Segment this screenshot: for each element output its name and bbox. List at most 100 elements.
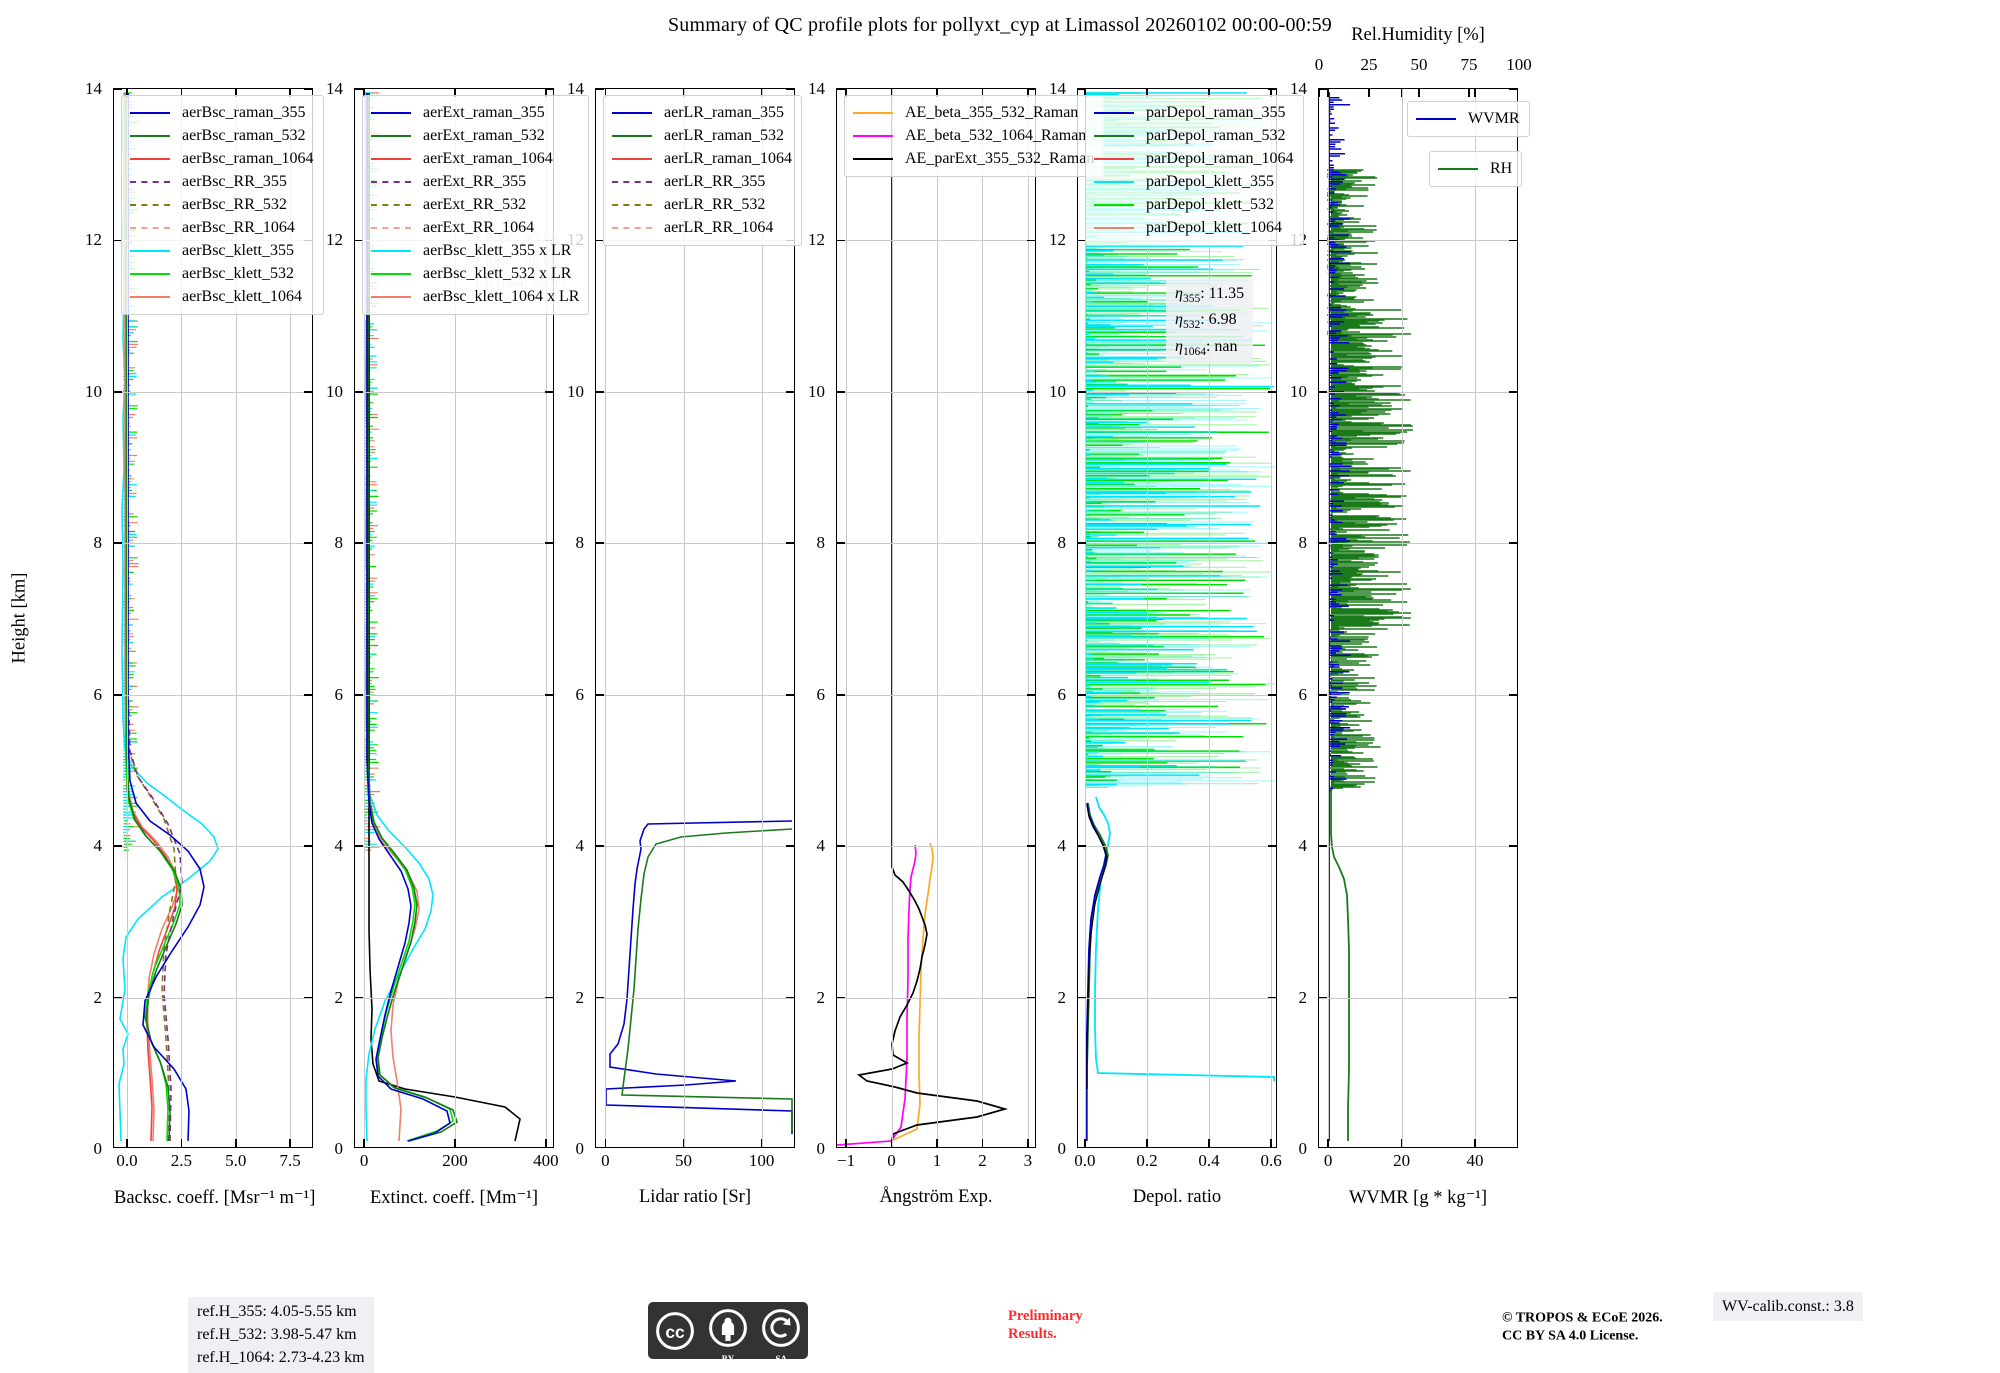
axis-tick xyxy=(760,1139,763,1148)
panel-angstrom[interactable]: AE_beta_355_532_Raman AE_beta_532_1064_Ra… xyxy=(808,79,1105,1207)
axis-tick xyxy=(1509,542,1518,545)
top-x-tick-label: 0 xyxy=(1314,55,1324,74)
legend-wvmr[interactable]: WVMR xyxy=(1407,101,1530,137)
legend-lidar-ratio[interactable]: aerLR_raman_355 aerLR_raman_532 aerLR_rama… xyxy=(603,95,802,246)
panel-extinction[interactable]: aerExt_raman_355 aerExt_raman_532 aerExt_r… xyxy=(326,79,590,1208)
legend-item[interactable]: parDepol_raman_532 xyxy=(1094,124,1294,147)
legend-swatch-icon xyxy=(130,157,170,160)
legend-item[interactable]: parDepol_klett_532 xyxy=(1094,193,1294,216)
legend-item[interactable]: aerLR_RR_355 xyxy=(612,170,792,193)
top-x-tick-label: 25 xyxy=(1360,55,1378,74)
legend-item-label: aerExt_raman_355 xyxy=(423,103,545,121)
legend-angstrom[interactable]: AE_beta_355_532_Raman AE_beta_532_1064_Ra… xyxy=(844,95,1105,177)
legend-item[interactable]: aerExt_RR_532 xyxy=(371,193,579,216)
axis-tick xyxy=(126,1139,128,1148)
gridline-vertical xyxy=(761,89,763,1147)
legend-item[interactable]: aerExt_raman_532 xyxy=(371,124,579,147)
axis-tick xyxy=(1208,1139,1210,1148)
gridline-vertical xyxy=(605,89,607,1147)
axis-tick xyxy=(786,845,795,847)
legend-item[interactable]: aerLR_raman_355 xyxy=(612,101,792,124)
legend-item[interactable]: aerLR_raman_532 xyxy=(612,124,792,147)
legend-swatch-icon xyxy=(853,134,893,137)
legend-item[interactable]: aerExt_RR_1064 xyxy=(371,216,579,239)
panel-backscatter[interactable]: aerBsc_raman_355 aerBsc_raman_532 aerBsc_r… xyxy=(85,79,324,1208)
legend-item-label: parDepol_raman_532 xyxy=(1146,126,1286,144)
legend-extinction[interactable]: aerExt_raman_355 aerExt_raman_532 aerExt_r… xyxy=(362,95,590,315)
axis-tick xyxy=(836,1146,845,1149)
axis-tick xyxy=(836,542,845,545)
legend-item[interactable]: AE_beta_532_1064_Raman xyxy=(853,124,1094,147)
cc-license-badge[interactable]: cc BY SA xyxy=(648,1302,808,1364)
legend-item[interactable]: aerBsc_raman_355 xyxy=(130,101,314,124)
y-tick-label: 14 xyxy=(326,79,343,98)
y-tick-label: 2 xyxy=(816,987,826,1007)
legend-backscatter[interactable]: aerBsc_raman_355 aerBsc_raman_532 aerBsc_r… xyxy=(121,95,324,315)
panel-lidar-ratio[interactable]: aerLR_raman_355 aerLR_raman_532 aerLR_rama… xyxy=(567,79,802,1207)
legend-item[interactable]: aerExt_raman_1064 xyxy=(371,147,579,170)
legend-item[interactable]: parDepol_klett_1064 xyxy=(1094,216,1294,239)
axis-tick xyxy=(126,88,128,97)
legend-item[interactable]: aerBsc_klett_1064 x LR xyxy=(371,285,579,308)
legend-item[interactable]: aerLR_RR_1064 xyxy=(612,216,792,239)
axis-tick-top xyxy=(1516,88,1519,97)
panel-wvmr-rh[interactable]: WVMR RH Rel.Humidity [%] WVMR [g * kg⁻¹]… xyxy=(1290,25,1532,1208)
legend-item[interactable]: aerBsc_RR_532 xyxy=(130,193,314,216)
legend-item[interactable]: RH xyxy=(1438,157,1512,180)
gridline-horizontal xyxy=(1078,997,1276,999)
legend-item-label: aerBsc_raman_1064 xyxy=(182,149,314,167)
legend-item-label: parDepol_klett_532 xyxy=(1146,195,1274,213)
axis-tick xyxy=(304,693,313,696)
legend-item-label: parDepol_raman_355 xyxy=(1146,103,1286,121)
legend-swatch-icon xyxy=(371,134,411,137)
legend-item[interactable]: aerBsc_RR_1064 xyxy=(130,216,314,239)
legend-item[interactable]: aerBsc_klett_532 xyxy=(130,262,314,285)
axis-tick xyxy=(890,88,893,97)
legend-item[interactable]: aerBsc_RR_355 xyxy=(130,170,314,193)
legend-item[interactable]: aerBsc_raman_1064 xyxy=(130,147,314,170)
legend-item[interactable]: WVMR xyxy=(1416,107,1520,130)
legend-item[interactable]: AE_beta_355_532_Raman xyxy=(853,101,1094,124)
copyright-line2: CC BY SA 4.0 License. xyxy=(1502,1328,1639,1343)
y-tick-label: 4 xyxy=(1298,836,1308,856)
eta-annotation: η355: 11.35 η532: 6.98 η1064: nan xyxy=(1166,279,1254,365)
legend-item[interactable]: aerLR_RR_532 xyxy=(612,193,792,216)
axis-tick xyxy=(1027,542,1036,545)
gridline-vertical xyxy=(235,89,237,1147)
x-tick-label: 100 xyxy=(748,1151,775,1170)
axis-tick xyxy=(1400,1139,1403,1148)
eta-532-row: η532: 6.98 xyxy=(1175,311,1237,332)
axis-tick xyxy=(113,88,122,90)
axis-tick xyxy=(1318,996,1327,999)
axis-tick xyxy=(595,693,604,696)
gridline-horizontal xyxy=(114,694,312,696)
y-tick-label: 2 xyxy=(93,987,103,1007)
legend-rh[interactable]: RH xyxy=(1429,151,1523,187)
legend-item[interactable]: aerBsc_klett_532 x LR xyxy=(371,262,579,285)
legend-item[interactable]: aerBsc_klett_355 xyxy=(130,239,314,262)
eta-1064-row: η1064: nan xyxy=(1175,337,1238,359)
panel-depol-ratio[interactable]: parDepol_raman_355 parDepol_raman_532 parD… xyxy=(1049,79,1304,1207)
legend-item[interactable]: aerExt_RR_355 xyxy=(371,170,579,193)
legend-item[interactable]: AE_parExt_355_532_Raman xyxy=(853,147,1094,170)
legend-item[interactable]: parDepol_raman_355 xyxy=(1094,101,1294,124)
axis-tick xyxy=(113,391,122,393)
legend-item-label: aerBsc_RR_355 xyxy=(182,172,287,190)
legend-item[interactable]: aerLR_raman_1064 xyxy=(612,147,792,170)
ref-h-1064: ref.H_1064: 2.73-4.23 km xyxy=(197,1349,365,1367)
axis-tick xyxy=(1270,88,1272,97)
legend-item[interactable]: parDepol_raman_1064 xyxy=(1094,147,1294,170)
gridline-horizontal xyxy=(596,997,794,999)
legend-item[interactable]: aerBsc_klett_1064 xyxy=(130,285,314,308)
axis-tick xyxy=(1268,88,1277,90)
legend-item[interactable]: aerExt_raman_355 xyxy=(371,101,579,124)
axis-tick xyxy=(1474,1139,1476,1148)
ref-h-532: ref.H_532: 3.98-5.47 km xyxy=(197,1326,357,1344)
legend-item[interactable]: aerBsc_klett_355 x LR xyxy=(371,239,579,262)
axis-tick xyxy=(1268,996,1277,999)
legend-item[interactable]: parDepol_klett_355 xyxy=(1094,170,1294,193)
legend-depol-ratio[interactable]: parDepol_raman_355 parDepol_raman_532 parD… xyxy=(1085,95,1304,246)
legend-item[interactable]: aerBsc_raman_532 xyxy=(130,124,314,147)
axis-tick xyxy=(836,88,845,90)
legend-item-label: aerExt_RR_532 xyxy=(423,195,527,213)
